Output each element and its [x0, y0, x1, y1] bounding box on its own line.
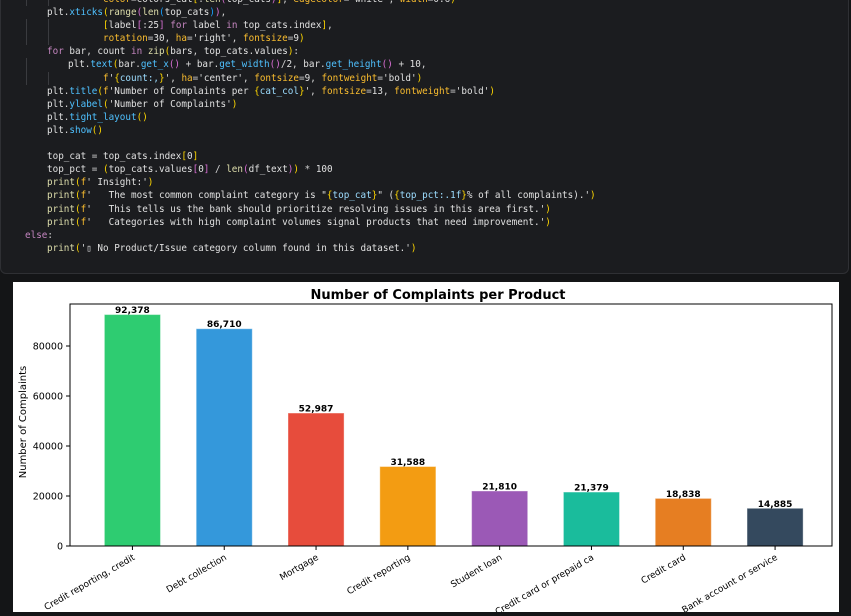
code-text: top_pct = (top_cats.values[0] / len(df_t…: [47, 164, 333, 176]
bar-value-label: 31,588: [390, 458, 425, 468]
code-text: plt.text(bar.get_x() + bar.get_width()/2…: [68, 59, 427, 71]
code-text: print(f' The most common complaint categ…: [47, 190, 596, 202]
code-text: plt.title(f'Number of Complaints per {ca…: [47, 85, 495, 97]
bar-7: [655, 498, 712, 547]
x-tick-label: Mortgage: [278, 553, 321, 583]
code-text: print('▯ No Product/Issue category colum…: [47, 242, 417, 254]
indent-guide: [26, 58, 27, 72]
bar-6: [563, 492, 620, 547]
code-text: [label[:25] for label in top_cats.index]…: [103, 20, 333, 32]
code-text: top_cat = top_cats.index[0]: [47, 151, 199, 163]
code-text: color=colors_cat[:len(top_cats)], edgeco…: [103, 0, 456, 6]
bar-value-label: 18,838: [666, 490, 701, 500]
y-tick-label: 40000: [33, 442, 63, 453]
code-text: plt.xticks(range(len(top_cats)),: [47, 7, 227, 19]
bar-value-label: 14,885: [758, 500, 793, 510]
bar-value-label: 92,378: [115, 306, 150, 316]
code-text: print(f' Insight:'): [47, 177, 154, 189]
y-tick-label: 60000: [33, 392, 63, 403]
indent-guide: [26, 71, 27, 85]
code-text: rotation=30, ha='right', fontsize=9): [103, 33, 305, 45]
indent-guide: [26, 0, 27, 7]
bar-4: [379, 466, 436, 547]
x-tick-label: Credit reporting: [346, 553, 413, 597]
bar-8: [747, 508, 804, 547]
code-text: print(f' Categories with high complaint …: [47, 216, 551, 228]
code-text: plt.tight_layout(): [47, 111, 148, 123]
y-tick-label: 20000: [33, 492, 63, 503]
bar-value-label: 21,810: [482, 482, 517, 492]
bar-value-label: 21,379: [574, 484, 609, 494]
indent-guide: [48, 71, 49, 85]
cell-output: Number of Complaints per Product Number …: [13, 282, 839, 616]
chart-title: Number of Complaints per Product: [310, 288, 565, 303]
bar-value-label: 86,710: [207, 320, 242, 330]
bar-chart: Number of Complaints per Product Number …: [18, 288, 833, 616]
bar-3: [288, 413, 345, 547]
y-tick-label: 0: [57, 542, 63, 553]
x-tick-label: Credit reporting, credit: [43, 553, 137, 612]
code-text: else:: [25, 229, 53, 241]
code-text: for bar, count in zip(bars, top_cats.val…: [47, 46, 300, 58]
indent-guide: [48, 32, 49, 46]
bar-2: [196, 328, 253, 547]
x-tick-label: Student loan: [449, 553, 504, 590]
x-tick-label: Credit card or prepaid ca: [494, 553, 596, 612]
y-axis-label: Number of Complaints: [18, 366, 29, 479]
code-text: plt.show(): [47, 124, 104, 136]
code-text: f'{count:,}', ha='center', fontsize=9, f…: [103, 72, 423, 84]
indent-guide: [26, 19, 27, 33]
indent-guide: [26, 32, 27, 46]
code-cell[interactable]: color=colors_cat[:len(top_cats)], edgeco…: [0, 0, 849, 274]
x-tick-label: Credit card: [640, 553, 688, 586]
code-text: print(f' This tells us the bank should p…: [47, 203, 551, 215]
bar-1: [104, 314, 161, 547]
code-text: plt.ylabel('Number of Complaints'): [47, 98, 238, 110]
indent-guide: [48, 0, 49, 7]
bar-5: [471, 490, 528, 547]
plot-frame: [69, 303, 833, 547]
x-tick-label: Bank account or service: [681, 553, 780, 612]
indent-guide: [48, 19, 49, 33]
bar-value-label: 52,987: [299, 405, 334, 415]
y-tick-label: 80000: [33, 342, 63, 353]
x-tick-label: Debt collection: [165, 553, 229, 596]
